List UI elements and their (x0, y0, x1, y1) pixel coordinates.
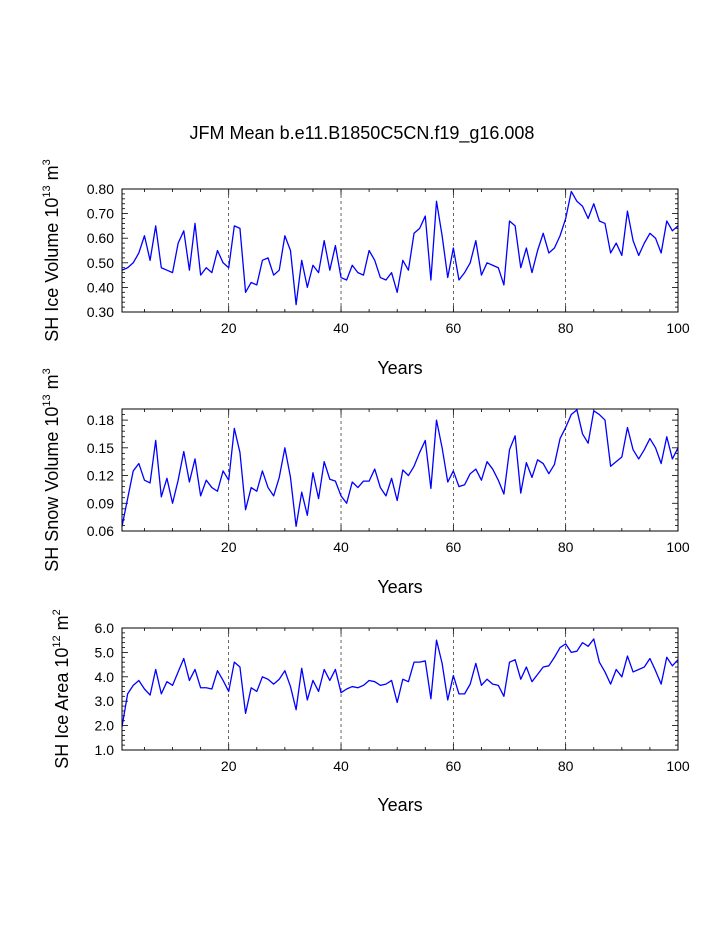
chart-0-y-axis-label-unit-exp: 3 (41, 159, 53, 165)
chart-1-plot-frame (121, 408, 679, 532)
chart-2-xtick-label-60: 60 (446, 758, 462, 774)
chart-2-y-axis-label-exp: 12 (51, 635, 63, 647)
chart-1-ytick-label-4: 0.18 (87, 412, 114, 428)
chart-2-plot-frame (121, 627, 679, 751)
chart-2-ytick-label-1: 2.0 (95, 718, 115, 734)
chart-0-y-axis-label-exp: 13 (41, 185, 53, 197)
chart-2-y-axis-label-unit: m (52, 615, 72, 635)
chart-1-y-axis-label-main: SH Snow Volume 10 (42, 407, 62, 572)
chart-2-y-axis-label-main: SH Ice Area 10 (52, 648, 72, 769)
chart-1-ytick-label-3: 0.15 (87, 440, 114, 456)
panel-ice-area: 20 40 60 80 100 1.0 2.0 3.0 4.0 5.0 6.0 Years SH Ice… (51, 609, 690, 815)
chart-0-ytick-label-2: 0.50 (87, 255, 114, 271)
chart-2-ytick-label-0: 1.0 (95, 742, 115, 758)
chart-0-x-axis-label: Years (377, 358, 422, 378)
chart-0-xtick-label-40: 40 (333, 320, 349, 336)
chart-0-xtick-label-100: 100 (666, 320, 690, 336)
chart-1-ytick-label-1: 0.09 (87, 495, 114, 511)
chart-0-xtick-label-20: 20 (221, 320, 237, 336)
chart-0-y-axis-label: SH Ice Volume 1013 m3 (41, 159, 62, 341)
chart-1-x-axis-label: Years (377, 577, 422, 597)
chart-2-ytick-label-5: 6.0 (95, 620, 115, 636)
chart-2-x-axis-label: Years (377, 795, 422, 815)
chart-2-xtick-label-100: 100 (666, 758, 690, 774)
chart-0-xtick-label-60: 60 (446, 320, 462, 336)
chart-0-xtick-label-80: 80 (558, 320, 574, 336)
chart-1-y-axis-label-unit-exp: 3 (41, 368, 53, 374)
chart-0-plot-frame (121, 188, 679, 313)
chart-0-ytick-label-1: 0.40 (87, 279, 114, 295)
chart-0-series-line (121, 190, 679, 306)
chart-1-xtick-label-20: 20 (221, 539, 237, 555)
chart-1-ytick-label-0: 0.06 (87, 523, 114, 539)
chart-2-y-axis-label: SH Ice Area 1012 m2 (51, 609, 72, 768)
chart-2-ytick-label-3: 4.0 (95, 669, 115, 685)
chart-1-y-axis-label: SH Snow Volume 1013 m3 (41, 368, 62, 571)
chart-0-ytick-label-3: 0.60 (87, 230, 114, 246)
panel-snow-volume: 20 40 60 80 100 0.06 0.09 0.12 0.15 0.18 Years SH S… (41, 368, 690, 597)
chart-2-series-line (121, 638, 679, 727)
chart-2-xtick-label-20: 20 (221, 758, 237, 774)
chart-2-ytick-label-4: 5.0 (95, 644, 115, 660)
chart-0-ytick-label-5: 0.80 (87, 181, 114, 197)
chart-1-y-axis-label-unit: m (42, 374, 62, 394)
chart-1-xtick-label-80: 80 (558, 539, 574, 555)
chart-2-xtick-label-40: 40 (333, 758, 349, 774)
chart-2-ytick-label-2: 3.0 (95, 693, 115, 709)
chart-1-y-axis-label-exp: 13 (41, 394, 53, 406)
chart-2-xtick-label-80: 80 (558, 758, 574, 774)
chart-title: JFM Mean b.e11.B1850C5CN.f19_g16.008 (190, 123, 535, 144)
chart-2-y-axis-label-unit-exp: 2 (51, 609, 63, 615)
chart-0-y-axis-label-unit: m (42, 165, 62, 185)
panel-ice-volume: 20 40 60 80 100 0.30 0.40 0.50 0.60 0.70 0.80 Years… (41, 159, 690, 378)
chart-0-ytick-label-0: 0.30 (87, 304, 114, 320)
chart-0-y-axis-label-main: SH Ice Volume 10 (42, 198, 62, 342)
chart-1-xtick-label-40: 40 (333, 539, 349, 555)
chart-1-ytick-label-2: 0.12 (87, 468, 114, 484)
chart-1-series-line (121, 409, 679, 528)
chart-1-xtick-label-60: 60 (446, 539, 462, 555)
chart-0-ytick-label-4: 0.70 (87, 206, 114, 222)
chart-1-xtick-label-100: 100 (666, 539, 690, 555)
